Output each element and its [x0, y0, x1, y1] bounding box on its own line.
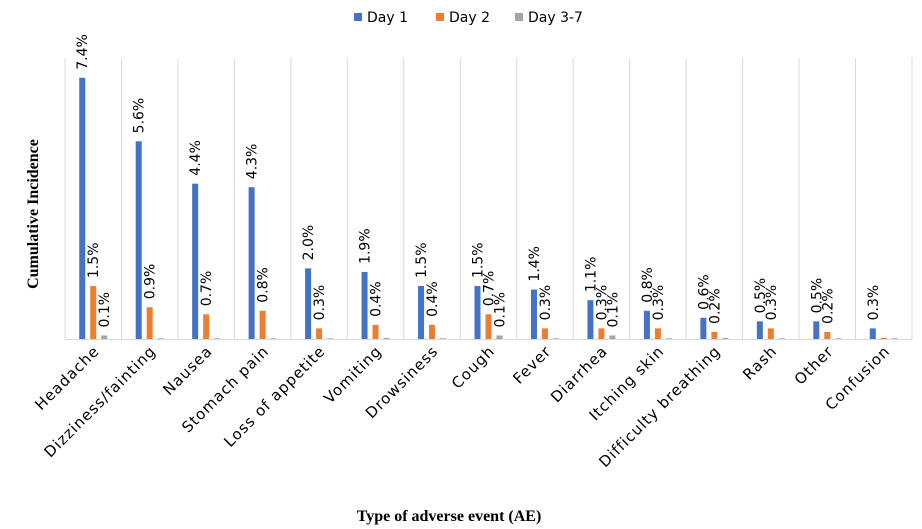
data-label-1-14: 0.5%	[809, 278, 825, 314]
bar-3-3	[214, 338, 221, 339]
category-gridlines	[64, 58, 913, 339]
data-label-2-7: 0.4%	[425, 281, 441, 317]
bar-3-9	[552, 338, 559, 339]
data-label-3-8: 0.1%	[493, 292, 509, 328]
bar-3-13	[778, 338, 785, 339]
legend-swatch-2	[436, 13, 444, 21]
bar-1-2	[135, 141, 142, 339]
data-label-2-4: 0.8%	[256, 267, 272, 303]
data-label-2-12: 0.2%	[707, 288, 723, 324]
bar-1-9	[530, 289, 537, 339]
bar-2-7	[429, 324, 436, 339]
x-axis-title: Type of adverse event (AE)	[357, 508, 542, 525]
bar-2-13	[767, 328, 774, 339]
bar-2-1	[90, 286, 97, 339]
bar-2-6	[372, 324, 379, 339]
data-label-1-5: 2.0%	[301, 225, 317, 261]
bar-1-8	[474, 286, 481, 339]
legend-swatch-1	[354, 13, 362, 21]
data-label-1-6: 1.9%	[358, 228, 374, 264]
bar-1-3	[192, 183, 199, 339]
x-tick-label-5: Loss of appetite	[220, 342, 329, 451]
y-axis-title: Cumulative Incidence	[25, 139, 42, 289]
bar-1-13	[756, 321, 763, 339]
data-label-1-8: 1.5%	[471, 242, 487, 278]
bar-3-11	[665, 338, 672, 339]
bar-3-6	[383, 337, 390, 339]
bar-3-12	[722, 337, 729, 339]
data-label-1-11: 0.8%	[640, 267, 656, 303]
data-label-1-15: 0.3%	[866, 285, 882, 321]
bar-1-11	[643, 310, 650, 339]
bar-2-9	[541, 328, 548, 339]
bar-1-6	[361, 271, 368, 339]
data-label-2-2: 0.9%	[143, 264, 159, 300]
bars	[79, 77, 898, 339]
bar-3-8	[496, 335, 503, 339]
bar-2-10	[598, 328, 605, 339]
bar-1-15	[869, 328, 876, 339]
bar-3-14	[835, 338, 842, 339]
bar-3-7	[440, 338, 447, 339]
data-label-2-1: 1.5%	[86, 242, 102, 278]
bar-1-10	[587, 300, 594, 339]
data-label-2-11: 0.3%	[651, 285, 667, 321]
data-label-1-4: 4.3%	[245, 144, 261, 180]
bar-3-10	[609, 335, 616, 339]
x-tick-label-3: Nausea	[159, 342, 216, 399]
data-label-2-6: 0.4%	[369, 281, 385, 317]
bar-1-5	[305, 268, 312, 339]
data-label-3-1: 0.1%	[97, 292, 113, 328]
bar-2-15	[880, 337, 887, 339]
data-label-1-13: 0.5%	[753, 278, 769, 314]
legend-label-2: Day 2	[449, 10, 490, 26]
bar-1-12	[700, 317, 707, 339]
bar-3-15	[891, 338, 898, 339]
bar-3-4	[270, 338, 277, 339]
bar-3-1	[101, 335, 108, 339]
data-label-1-10: 1.1%	[583, 257, 599, 293]
bar-2-14	[824, 331, 831, 339]
bar-2-2	[146, 307, 153, 339]
bar-2-11	[654, 328, 661, 339]
data-label-2-13: 0.3%	[764, 285, 780, 321]
data-label-2-10: 0.3%	[594, 285, 610, 321]
data-label-1-3: 4.4%	[188, 140, 204, 176]
bar-3-2	[157, 338, 164, 339]
data-label-1-7: 1.5%	[414, 242, 430, 278]
data-label-1-1: 7.4%	[75, 34, 91, 70]
bar-2-8	[485, 314, 492, 339]
data-label-3-10: 0.1%	[605, 292, 621, 328]
bar-1-4	[248, 187, 255, 339]
x-tick-label-8: Cough	[448, 342, 498, 392]
bar-1-14	[813, 321, 820, 339]
legend-swatch-3	[515, 13, 523, 21]
data-label-1-12: 0.6%	[696, 274, 712, 310]
data-label-1-2: 5.6%	[132, 98, 148, 134]
bar-2-4	[259, 310, 266, 339]
bar-1-1	[79, 77, 86, 339]
bar-2-5	[316, 328, 323, 339]
bar-2-12	[711, 331, 718, 339]
legend-label-3: Day 3-7	[528, 10, 583, 26]
legend: Day 1 Day 2 Day 3-7	[354, 10, 583, 26]
data-label-2-9: 0.3%	[538, 285, 554, 321]
data-label-2-3: 0.7%	[199, 271, 215, 307]
data-label-2-8: 0.7%	[482, 271, 498, 307]
x-tick-label-9: Fever	[509, 342, 554, 387]
x-tick-label-2: Dizziness/fainting	[41, 342, 160, 461]
data-label-2-5: 0.3%	[312, 285, 328, 321]
bar-3-5	[327, 338, 334, 339]
bar-2-3	[203, 314, 210, 339]
legend-label-1: Day 1	[367, 10, 408, 26]
bar-1-7	[418, 286, 425, 339]
data-labels: 7.4% 1.5% 0.1% 5.6% 0.9% 4.4% 0.7% 4.3% 0.8% 2.0%…	[75, 34, 882, 327]
x-tick-label-14: Other	[791, 342, 837, 388]
x-tick-label-13: Rash	[739, 342, 780, 383]
data-label-1-9: 1.4%	[527, 246, 543, 282]
data-label-2-14: 0.2%	[820, 288, 836, 324]
